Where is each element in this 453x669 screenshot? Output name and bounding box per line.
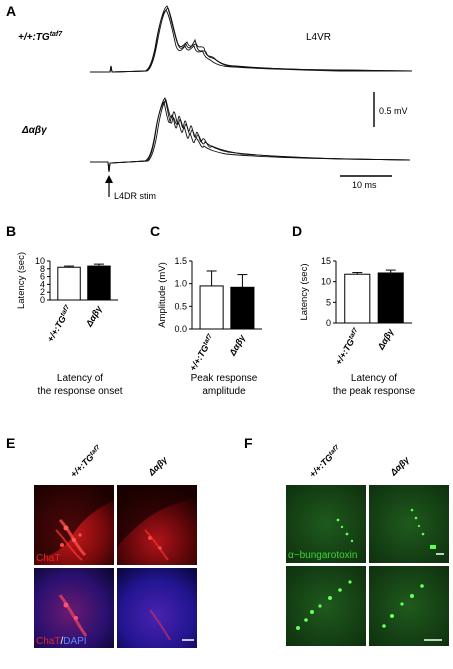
panel-f-col-mutant: Δαβγ (388, 454, 412, 478)
panel-b-caption-line1: Latency of (57, 373, 103, 384)
panel-e-letter: E (6, 435, 15, 451)
trace-wt-sweep-2 (90, 7, 413, 73)
panel-d-caption-line2: the peak response (333, 386, 416, 397)
trace-mutant (90, 97, 411, 173)
chart-d-ytick-label-0: 0 (326, 318, 331, 328)
chart-d-ytick-label-1: 5 (326, 297, 331, 307)
panel-f-col-wt: +/+:TGtaf7 (307, 444, 343, 480)
chart-c-ytick-label-0: 0.0 (174, 324, 187, 334)
micrograph-e-mutant-merge (117, 568, 197, 648)
panel-f-stain: α−bungarotoxin (288, 550, 357, 561)
trace-mutant-sweep-3 (90, 101, 411, 173)
recording-site-label: L4VR (306, 32, 331, 43)
chart-c-bar-0 (199, 285, 224, 330)
panel-a-letter: A (6, 3, 16, 19)
voltage-scale-label: 0.5 mV (379, 106, 408, 116)
panel-e-stain-bottom: ChaT/DAPI (36, 636, 87, 647)
chart-d-category-0: +/+:TGtaf7 (333, 327, 362, 367)
micrograph-f-mutant-bottom (369, 566, 449, 646)
micrograph-f-wt-bottom (286, 566, 366, 646)
panel-c-caption-line1: Peak response (191, 373, 258, 384)
chart-c-ytick-label-1: 0.5 (174, 301, 187, 311)
chart-d-ytick-label-2: 10 (321, 277, 331, 287)
chart-d-category-1: Δαβγ (375, 326, 396, 352)
chart-d-ytick-label-3: 15 (321, 256, 331, 266)
chart-d-bar-1 (377, 272, 404, 324)
panel-c-caption-line2: amplitude (202, 386, 246, 397)
stimulus-label: L4DR stim (114, 191, 156, 201)
chart-b-ytick-label-5: 10 (35, 256, 45, 266)
chart-c-ylabel: Amplitude (mV) (157, 262, 168, 327)
chart-b-bar-0 (57, 266, 81, 301)
trace-wt (90, 5, 413, 73)
chart-b-bar-1 (87, 265, 111, 301)
chart-c-ytick-label-3: 1.5 (174, 256, 187, 266)
chart-c-ytick-label-2: 1.0 (174, 279, 187, 289)
chart-c-bar-1 (230, 286, 255, 330)
panel-e-col-mutant: Δαβγ (146, 454, 170, 478)
trace-wt-sweep-3 (90, 9, 412, 73)
micrograph-e-mutant-chat (117, 485, 197, 565)
panel-a-genotype-wt: +/+:TGtaf7 (18, 31, 63, 43)
panel-e-col-wt: +/+:TGtaf7 (68, 444, 104, 480)
chart-b-ytick-label-3: 6 (40, 272, 45, 282)
chart-b-ytick-label-0: 0 (40, 295, 45, 305)
time-scale-label: 10 ms (352, 180, 377, 190)
micrograph-f-mutant-top (369, 485, 449, 563)
panel-f-letter: F (244, 435, 253, 451)
panel-d-caption-line1: Latency of (351, 373, 397, 384)
panel-b-letter: B (6, 223, 16, 239)
chart-b-category-1: Δαβγ (83, 303, 104, 329)
time-scale-bar: 10 ms (340, 175, 392, 190)
micrograph-e-wt-chat (34, 485, 114, 565)
panel-d-letter: D (292, 223, 302, 239)
micrograph-f-wt-top (286, 485, 366, 563)
chart-b-ylabel: Latency (sec) (16, 252, 27, 309)
panel-a-genotype-mutant: Δαβγ (21, 125, 48, 136)
chart-b-ytick-label-1: 2 (40, 287, 45, 297)
chart-b-ytick-label-2: 4 (40, 279, 45, 289)
chart-d-bar-0 (344, 273, 371, 324)
chart-d: 0 5 10 15 Latency (sec) +/+:TGtaf7 Δαβγ (299, 256, 412, 367)
chart-c: 0.0 0.5 1.0 1.5 Amplitude (mV) +/+:TGtaf7 Δαβγ (157, 256, 262, 373)
chart-b-category-0: +/+:TGtaf7 (45, 304, 74, 344)
micrograph-e-wt-merge (34, 568, 114, 648)
voltage-scale-bar: 0.5 mV (373, 92, 408, 127)
trace-mutant-sweep-1 (90, 97, 411, 173)
chart-c-category-0: +/+:TGtaf7 (188, 333, 217, 373)
trace-mutant-sweep-2 (90, 99, 411, 173)
panel-e-stain-top: ChaT (36, 553, 60, 564)
chart-b-ytick-label-4: 8 (40, 264, 45, 274)
panel-c-letter: C (150, 223, 160, 239)
trace-wt-sweep-1 (90, 5, 413, 73)
chart-c-category-1: Δαβγ (227, 332, 248, 358)
chart-d-ylabel: Latency (sec) (299, 263, 310, 320)
stimulus-arrow: L4DR stim (105, 175, 156, 201)
panel-b-caption-line2: the response onset (37, 386, 122, 397)
